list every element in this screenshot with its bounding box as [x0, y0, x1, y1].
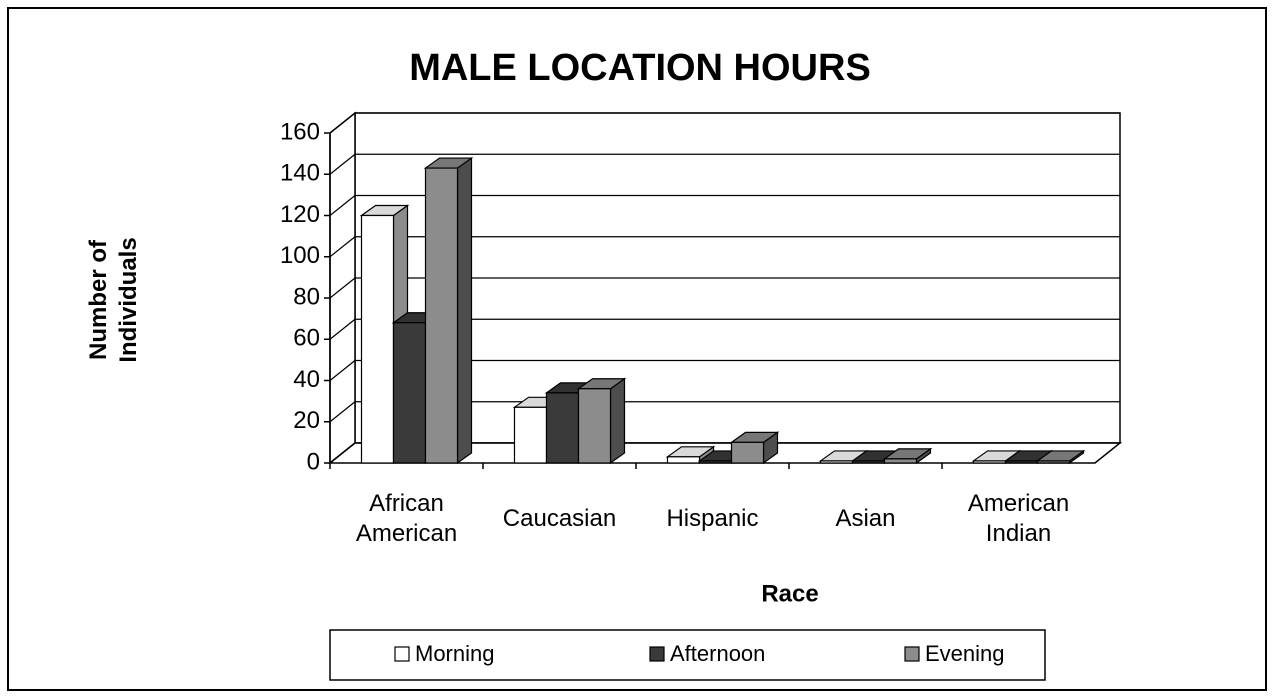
bar-side	[456, 156, 473, 465]
x-tick-label: American Indian	[968, 490, 1069, 547]
grid-line	[329, 153, 356, 175]
bar	[1004, 460, 1039, 464]
bar	[883, 458, 918, 464]
chart-title: MALE LOCATION HOURS	[409, 47, 871, 89]
bar-side	[609, 377, 626, 465]
y-tick-label: 160	[280, 118, 320, 145]
bar-group	[729, 431, 780, 465]
y-tick-label: 120	[280, 201, 320, 228]
y-tick-label: 0	[307, 448, 320, 475]
y-tick-label: 80	[293, 283, 320, 310]
bar	[730, 441, 765, 464]
legend-swatch	[649, 646, 665, 662]
grid-line	[329, 277, 356, 299]
bar	[972, 460, 1007, 464]
bar	[545, 392, 580, 464]
y-tick-label: 60	[293, 325, 320, 352]
bar-group	[882, 447, 933, 465]
bar-group	[576, 377, 627, 465]
legend-label: Afternoon	[670, 641, 765, 666]
y-tick-label: 40	[293, 366, 320, 393]
grid-line	[329, 401, 356, 423]
y-axis-label: Number of Individuals	[85, 237, 142, 362]
x-tick-label: Hispanic	[666, 505, 758, 532]
bar	[851, 460, 886, 464]
legend-swatch	[394, 646, 410, 662]
y-tick-label: 20	[293, 407, 320, 434]
legend-label: Morning	[415, 641, 494, 666]
x-tick-label: Caucasian	[503, 505, 616, 532]
y-tick-label: 100	[280, 242, 320, 269]
bar	[360, 214, 395, 464]
grid-line	[329, 236, 356, 258]
bar-group	[423, 156, 474, 465]
legend-swatch	[904, 646, 920, 662]
legend-label: Evening	[925, 641, 1005, 666]
grid-line	[329, 112, 356, 134]
bar	[819, 460, 854, 464]
grid-line	[329, 360, 356, 381]
bar	[698, 460, 733, 464]
legend-box	[329, 629, 1046, 681]
grid-line	[329, 318, 356, 340]
y-tick-label: 140	[280, 160, 320, 187]
x-axis-label: Race	[761, 580, 818, 607]
bar	[666, 456, 701, 464]
bar	[392, 322, 427, 464]
bar	[513, 406, 548, 464]
grid-line	[329, 442, 356, 464]
bar	[424, 167, 459, 464]
x-tick-label: Asian	[835, 505, 895, 532]
bar	[577, 388, 612, 464]
bar-group	[1035, 449, 1086, 465]
x-tick-label: African American	[356, 490, 457, 547]
bar	[1036, 460, 1071, 464]
grid-line	[329, 195, 356, 216]
